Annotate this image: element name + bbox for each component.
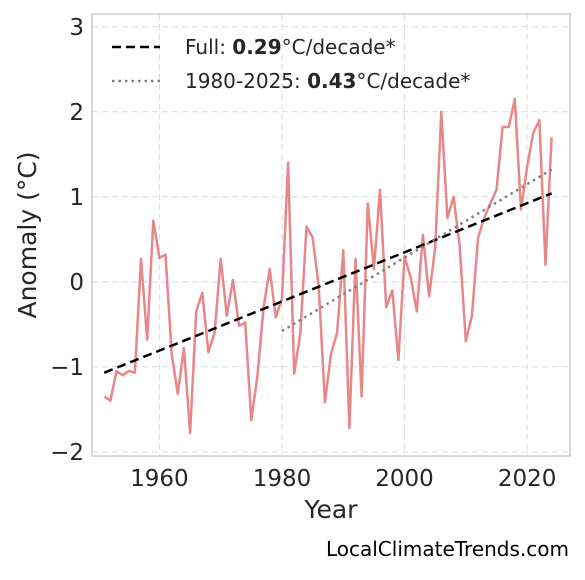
x-tick-label: 2020 xyxy=(498,466,557,492)
y-tick-label: −2 xyxy=(50,440,84,466)
legend-label-1980: 1980-2025: 0.43°C/decade* xyxy=(185,69,470,93)
y-tick-label: 1 xyxy=(69,185,84,211)
x-ticks: 1960 1980 2000 2020 xyxy=(130,466,556,492)
y-tick-label: −1 xyxy=(50,355,84,381)
legend-label-full: Full: 0.29°C/decade* xyxy=(185,35,396,59)
series-layer xyxy=(103,97,553,435)
plot-frame xyxy=(91,13,571,457)
y-ticks: −2 −1 0 1 2 3 xyxy=(50,15,84,466)
footer-watermark: LocalClimateTrends.com xyxy=(325,537,569,561)
y-tick-label: 0 xyxy=(69,270,84,296)
legend: Full: 0.29°C/decade* 1980-2025: 0.43°C/d… xyxy=(112,35,470,93)
grid xyxy=(92,14,570,456)
trend-line-1980 xyxy=(281,168,553,333)
anomaly-series-line xyxy=(103,97,553,435)
y-tick-label: 3 xyxy=(69,15,84,41)
x-tick-label: 1980 xyxy=(253,466,312,492)
y-axis-label: Anomaly (°C) xyxy=(13,151,42,318)
x-tick-label: 2000 xyxy=(375,466,434,492)
trend-line-full xyxy=(103,192,553,374)
x-tick-label: 1960 xyxy=(130,466,189,492)
x-axis-label: Year xyxy=(304,495,359,524)
y-tick-label: 2 xyxy=(69,100,84,126)
